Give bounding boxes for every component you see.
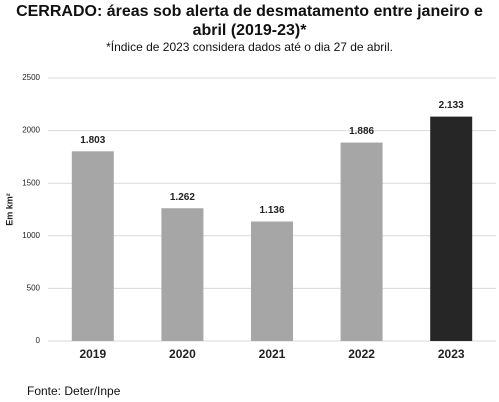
x-tick-label: 2023 [438,347,465,361]
y-tick-label: 2500 [22,73,40,82]
bar [71,151,114,341]
value-label: 1.886 [349,126,374,137]
bar [340,142,383,341]
chart-title: CERRADO: áreas sob alerta de desmatament… [16,3,483,39]
value-label: 1.803 [80,135,105,146]
bar [251,221,293,341]
chart-subtitle: *Índice de 2023 considera dados até o di… [106,40,393,54]
value-label: 1.136 [259,205,284,216]
value-label: 1.262 [170,192,195,203]
source-note: Fonte: Deter/Inpe [27,384,121,398]
y-tick-label: 2000 [22,126,40,135]
y-axis-label: Em km² [4,193,14,226]
x-tick-label: 2021 [259,347,286,361]
value-label: 2.133 [439,100,464,111]
y-tick-label: 0 [36,336,41,345]
y-tick-label: 1500 [22,178,40,187]
x-tick-label: 2022 [348,347,375,361]
y-tick-label: 500 [27,284,41,293]
x-tick-label: 2019 [79,347,106,361]
y-tick-label: 1000 [22,231,40,240]
bar [430,116,473,341]
x-tick-label: 2020 [169,347,196,361]
bar [161,208,204,341]
